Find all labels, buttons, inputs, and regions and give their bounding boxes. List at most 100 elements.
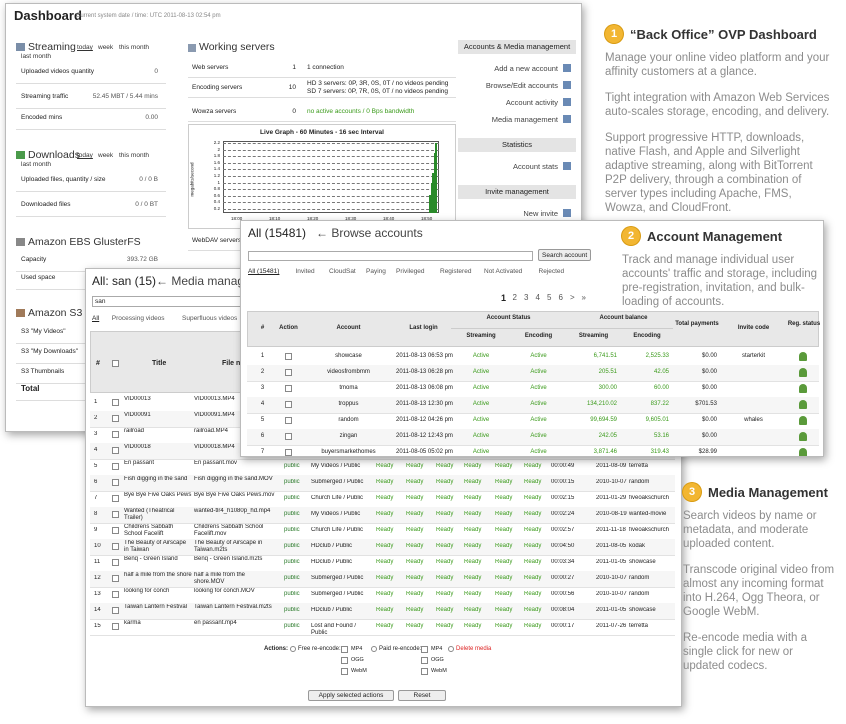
search-input[interactable]: san [92, 296, 242, 307]
checkbox[interactable] [112, 479, 119, 486]
page-link[interactable]: 1 [501, 293, 507, 303]
checkbox[interactable] [112, 559, 119, 566]
checkbox[interactable] [112, 495, 119, 502]
cell: public [284, 575, 300, 581]
checkbox[interactable] [285, 385, 292, 392]
page-link[interactable]: 6 [558, 293, 563, 302]
page-link[interactable]: 5 [547, 293, 552, 302]
filter-link[interactable]: Privileged [396, 268, 425, 275]
checkbox[interactable] [285, 449, 292, 456]
checkbox[interactable] [341, 668, 348, 675]
apply-button[interactable]: Apply selected actions [308, 690, 394, 701]
checkbox[interactable] [112, 463, 119, 470]
checkbox[interactable] [285, 369, 292, 376]
checkbox[interactable] [112, 415, 119, 422]
reset-button[interactable]: Reset [398, 690, 446, 701]
checkbox[interactable] [112, 591, 119, 598]
checkbox[interactable] [112, 543, 119, 550]
menu-link[interactable]: Add a new account [494, 64, 558, 73]
checkbox[interactable] [112, 447, 119, 454]
checkbox[interactable] [112, 575, 119, 582]
grid-line [223, 202, 439, 204]
checkbox[interactable] [341, 646, 348, 653]
filter-link[interactable]: CloudSat [329, 268, 356, 275]
menu-link[interactable]: Account stats [512, 162, 558, 171]
period-tab[interactable]: this month [119, 44, 149, 51]
checkbox[interactable] [112, 511, 119, 518]
period-tab[interactable]: last month [21, 53, 51, 60]
radio[interactable] [448, 646, 454, 652]
menu-link[interactable]: Account activity [505, 98, 558, 107]
filter-link[interactable]: All [92, 315, 100, 322]
checkbox[interactable] [112, 399, 119, 406]
filter-link[interactable]: Invited [295, 268, 315, 275]
page-link[interactable]: 2 [512, 293, 517, 302]
checkbox[interactable] [112, 527, 119, 534]
server-detail: SD 7 servers: 0P, 7R, 0S, 0T / no videos… [307, 88, 449, 95]
cell: 2011-07-26 [596, 623, 627, 629]
stat-label: Total [21, 384, 40, 393]
cell: Taiwan Lantern Festival.m2ts [194, 604, 272, 610]
row-stripe [90, 603, 675, 619]
x-tick-label: 18:50 [421, 216, 433, 221]
stat-value: 393.72 GB [126, 256, 158, 263]
checkbox[interactable] [421, 657, 428, 664]
checkbox[interactable] [285, 353, 292, 360]
cell: 2011-01-29 [596, 495, 627, 501]
checkbox[interactable] [112, 360, 119, 367]
filter-link[interactable]: Registered [440, 268, 472, 275]
menu-link[interactable]: New invite [523, 209, 558, 218]
cell: 2011-08-12 12:43 pm [396, 433, 453, 439]
menu-link[interactable]: Browse/Edit accounts [485, 81, 558, 90]
cell: VID00091 [124, 412, 151, 418]
cell: VID00091.MP4 [194, 412, 235, 418]
cell: Ready [495, 575, 513, 581]
cell: $0.00 [701, 433, 717, 439]
filter-link[interactable]: Not Activated [484, 268, 523, 275]
period-tab[interactable]: today [77, 44, 93, 51]
checkbox[interactable] [341, 657, 348, 664]
search-input[interactable] [248, 251, 533, 261]
page-link[interactable]: 3 [524, 293, 529, 302]
cell: Fish digging in the sand.MOV [194, 476, 273, 482]
menu-link[interactable]: Media management [491, 115, 558, 124]
checkbox[interactable] [421, 668, 428, 675]
column-header: Action [279, 325, 298, 331]
period-tab[interactable]: this month [119, 152, 149, 159]
period-tab[interactable]: today [77, 152, 93, 159]
page-link[interactable]: 4 [535, 293, 540, 302]
filter-link[interactable]: Superfluous videos [182, 315, 238, 322]
grid-line [223, 176, 439, 177]
row-stripe [90, 507, 675, 523]
radio[interactable] [290, 646, 296, 652]
cell: Ready [464, 591, 482, 597]
period-tab[interactable]: last month [21, 161, 51, 168]
cell: Ready [406, 527, 424, 533]
filter-link[interactable]: Paying [366, 268, 386, 275]
period-tab[interactable]: week [98, 152, 114, 159]
cell: 2011-01-05 [596, 559, 627, 565]
menu-icon [563, 64, 571, 72]
period-tab[interactable]: week [98, 44, 114, 51]
checkbox[interactable] [112, 623, 119, 630]
filter-link[interactable]: Processing videos [111, 315, 165, 322]
checkbox[interactable] [285, 417, 292, 424]
y-tick-label: 0.8 [213, 186, 220, 192]
feature-text: Track and manage individual user account… [622, 254, 818, 308]
cell: Ready [495, 543, 513, 549]
page-link[interactable]: » [581, 293, 586, 302]
search-button[interactable]: Search account [538, 249, 592, 261]
filter-link[interactable]: Rejected [538, 268, 565, 275]
checkbox[interactable] [285, 401, 292, 408]
cell: Ready [495, 623, 513, 629]
checkbox[interactable] [421, 646, 428, 653]
page-link[interactable]: > [570, 293, 575, 302]
checkbox[interactable] [112, 431, 119, 438]
radio[interactable] [371, 646, 377, 652]
cell: 2011-08-13 06:53 pm [396, 353, 453, 359]
cell: Ready [406, 543, 424, 549]
checkbox[interactable] [285, 433, 292, 440]
checkbox[interactable] [112, 607, 119, 614]
filter-link[interactable]: All (15481) [248, 268, 280, 275]
cell: Ready [406, 575, 424, 581]
